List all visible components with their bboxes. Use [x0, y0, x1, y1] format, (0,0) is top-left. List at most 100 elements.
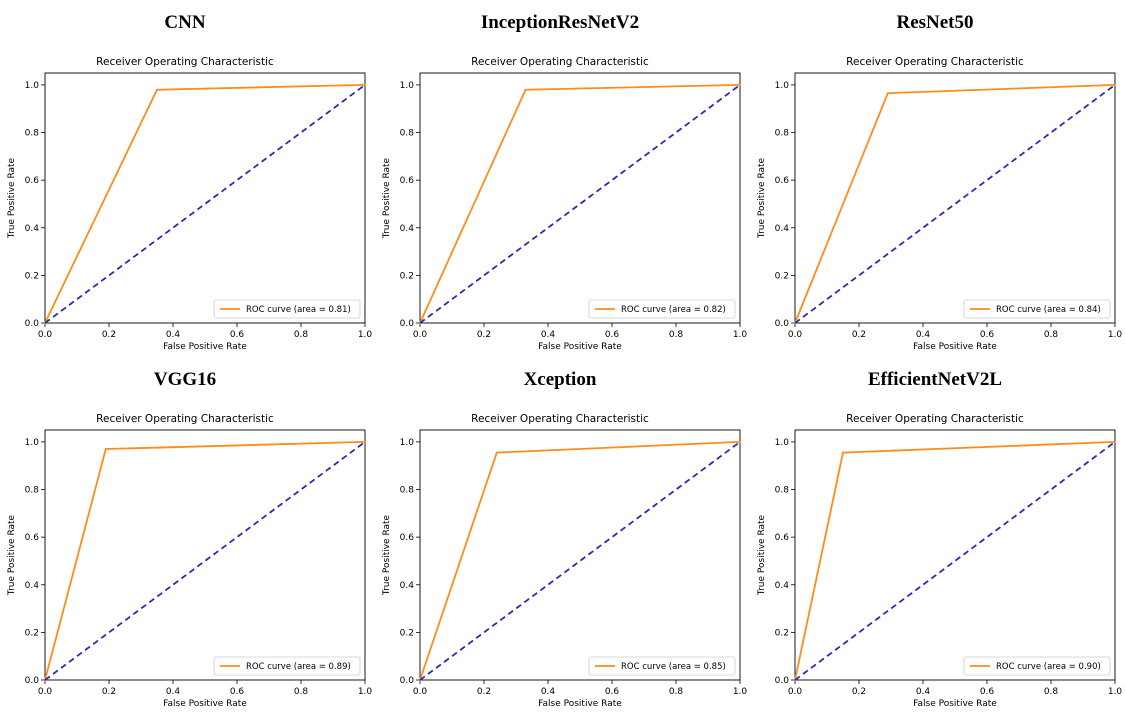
- x-tick-label: 1.0: [358, 330, 373, 340]
- legend-box: [963, 299, 1111, 319]
- x-axis-label: False Positive Rate: [913, 699, 997, 709]
- x-tick-label: 1.0: [1108, 687, 1123, 697]
- x-tick-label: 0.2: [852, 330, 866, 340]
- y-axis-label: True Positive Rate: [382, 514, 392, 596]
- chart-title: Receiver Operating Characteristic: [471, 56, 649, 68]
- y-tick-label: 0.4: [400, 224, 415, 234]
- x-tick-label: 0.8: [1044, 687, 1059, 697]
- legend: ROC curve (area = 0.81): [213, 299, 361, 319]
- chance-diagonal-line: [419, 84, 741, 324]
- roc-curve-point: [104, 448, 107, 450]
- y-tick-label: 0.8: [25, 486, 40, 496]
- legend-box: [588, 656, 736, 676]
- x-tick-label: 0.0: [788, 687, 803, 697]
- chance-diagonal-line: [44, 441, 366, 681]
- y-tick-label: 0.8: [400, 486, 415, 496]
- y-tick-label: 0.4: [400, 581, 415, 591]
- y-tick-label: 0.2: [775, 271, 789, 281]
- x-tick-label: 0.6: [605, 330, 620, 340]
- y-tick-label: 0.8: [400, 129, 415, 139]
- model-title: VGG16: [154, 369, 216, 390]
- y-tick-label: 0.4: [25, 581, 40, 591]
- legend: ROC curve (area = 0.84): [963, 299, 1111, 319]
- y-axis-label: True Positive Rate: [757, 157, 767, 239]
- roc-curve-point: [524, 88, 527, 91]
- y-tick-label: 0.6: [25, 533, 40, 543]
- roc-curve-point: [156, 88, 158, 91]
- y-tick-label: 1.0: [400, 438, 415, 448]
- x-tick-label: 0.8: [294, 330, 309, 340]
- model-title: Xception: [524, 369, 597, 390]
- chance-diagonal-line: [794, 441, 1116, 681]
- y-tick-label: 0.0: [25, 676, 40, 686]
- legend-label: ROC curve (area = 0.85): [621, 662, 726, 672]
- y-tick-label: 0.0: [400, 319, 415, 329]
- y-tick-label: 0.6: [775, 533, 790, 543]
- plot-frame: [794, 72, 1116, 324]
- roc-curve-point: [739, 441, 741, 443]
- chart-title: Receiver Operating Characteristic: [846, 56, 1024, 68]
- roc-curve-point: [842, 451, 844, 454]
- y-tick-label: 0.4: [775, 224, 790, 234]
- roc-chart-svg: EfficientNetV2L Receiver Operating Charac…: [757, 369, 1123, 709]
- x-axis-label: False Positive Rate: [538, 342, 622, 352]
- roc-curve-point: [739, 84, 741, 86]
- roc-curve-point: [364, 84, 366, 86]
- y-axis-label: True Positive Rate: [382, 157, 392, 239]
- plot-frame: [44, 72, 366, 324]
- plot-frame: [44, 429, 366, 681]
- legend-label: ROC curve (area = 0.81): [246, 305, 351, 315]
- chart-title: Receiver Operating Characteristic: [96, 413, 274, 425]
- model-title: EfficientNetV2L: [868, 369, 1002, 390]
- x-tick-label: 1.0: [1108, 330, 1123, 340]
- x-tick-label: 0.6: [230, 687, 245, 697]
- x-tick-label: 0.6: [980, 330, 995, 340]
- roc-panel-resnet50: ResNet50 Receiver Operating Characteristi…: [750, 0, 1125, 357]
- legend: ROC curve (area = 0.90): [963, 656, 1111, 676]
- y-tick-label: 1.0: [775, 438, 790, 448]
- y-tick-label: 0.6: [25, 176, 40, 186]
- x-tick-label: 1.0: [733, 330, 748, 340]
- x-tick-label: 0.4: [916, 330, 931, 340]
- legend-label: ROC curve (area = 0.89): [246, 662, 351, 672]
- x-tick-label: 0.6: [605, 687, 620, 697]
- y-axis-label: True Positive Rate: [7, 157, 17, 239]
- x-tick-label: 0.8: [669, 330, 684, 340]
- y-tick-label: 0.4: [775, 581, 790, 591]
- roc-chart-svg: ResNet50 Receiver Operating Characteristi…: [757, 12, 1123, 352]
- roc-chart-svg: VGG16 Receiver Operating Characteristic 0.…: [7, 369, 372, 709]
- y-tick-label: 0.8: [775, 486, 790, 496]
- y-tick-label: 0.2: [25, 271, 39, 281]
- x-tick-label: 0.0: [38, 687, 53, 697]
- roc-panel-efficientnetv2l: EfficientNetV2L Receiver Operating Charac…: [750, 357, 1125, 714]
- x-tick-label: 0.2: [102, 687, 116, 697]
- x-tick-label: 1.0: [733, 687, 748, 697]
- y-tick-label: 1.0: [25, 81, 40, 91]
- roc-panel-cnn: CNN Receiver Operating Characteristic 0.0 0…: [0, 0, 375, 357]
- x-axis-label: False Positive Rate: [538, 699, 622, 709]
- legend-box: [588, 299, 736, 319]
- x-axis-label: False Positive Rate: [163, 342, 247, 352]
- chart-title: Receiver Operating Characteristic: [846, 413, 1024, 425]
- x-tick-label: 0.4: [916, 687, 931, 697]
- legend-label: ROC curve (area = 0.82): [621, 305, 726, 315]
- y-tick-label: 0.2: [400, 628, 414, 638]
- x-tick-label: 0.0: [38, 330, 53, 340]
- legend: ROC curve (area = 0.89): [213, 656, 361, 676]
- roc-chart-svg: InceptionResNetV2 Receiver Operating Char…: [382, 12, 748, 352]
- roc-chart-svg: Xception Receiver Operating Characteristi…: [382, 369, 748, 709]
- legend-label: ROC curve (area = 0.90): [996, 662, 1101, 672]
- x-tick-label: 0.8: [1044, 330, 1059, 340]
- y-tick-label: 0.6: [400, 176, 415, 186]
- x-tick-label: 0.8: [669, 687, 684, 697]
- y-tick-label: 0.8: [775, 129, 790, 139]
- y-tick-label: 0.0: [775, 676, 790, 686]
- chance-diagonal-line: [794, 84, 1116, 324]
- x-tick-label: 0.2: [102, 330, 116, 340]
- legend-box: [213, 299, 361, 319]
- x-tick-label: 0.4: [166, 687, 181, 697]
- roc-panel-vgg16: VGG16 Receiver Operating Characteristic 0.…: [0, 357, 375, 714]
- y-tick-label: 0.8: [25, 129, 40, 139]
- x-tick-label: 0.6: [980, 687, 995, 697]
